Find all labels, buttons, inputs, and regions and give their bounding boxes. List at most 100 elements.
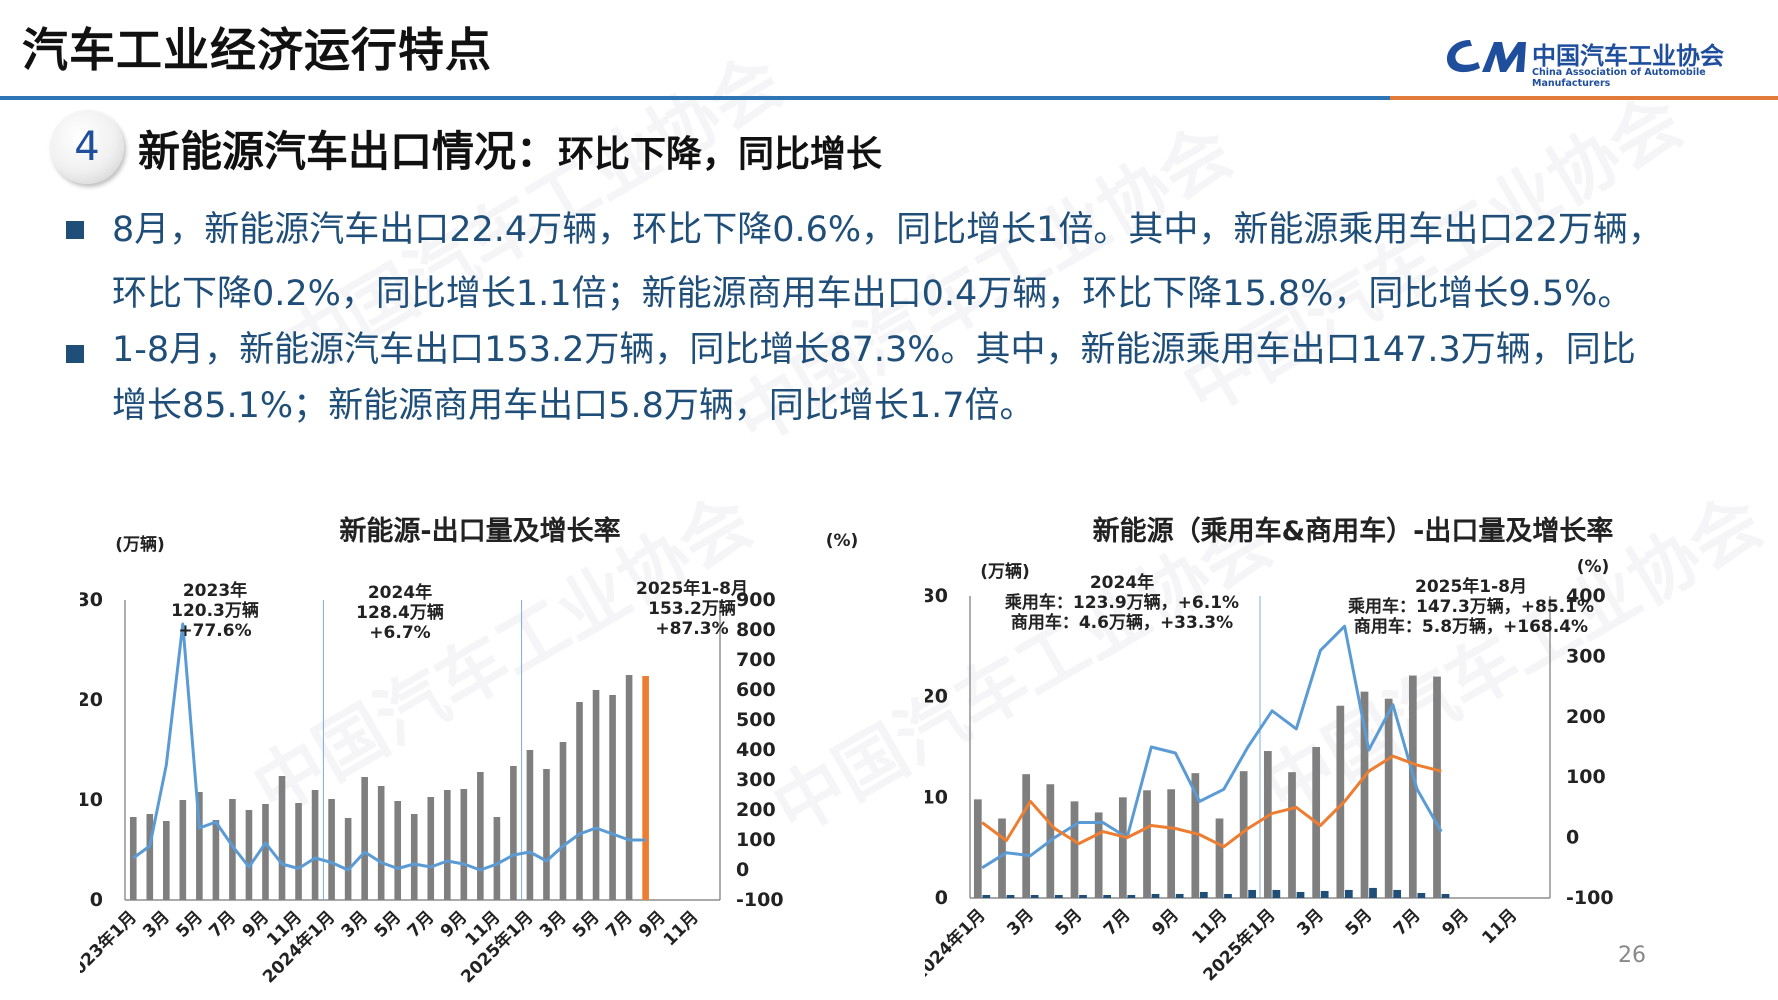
y-unit-right: (%): [826, 531, 859, 551]
bullet-line: 环比下降0.2%，同比增长1.1倍；新能源商用车出口0.4万辆，环比下降15.8…: [112, 274, 1633, 314]
bar: [1070, 801, 1079, 898]
x-tick: 11月: [660, 907, 703, 950]
bar: [526, 750, 534, 900]
y-tick-right: 400: [736, 739, 776, 761]
header-divider: [0, 96, 1778, 100]
bar: [1360, 691, 1369, 898]
annotation-line: 2023年: [183, 580, 247, 601]
bar: [460, 789, 468, 900]
chart-title: 新能源-出口量及增长率: [339, 515, 620, 547]
growth-line: [981, 624, 1443, 870]
y-tick-right: 200: [1566, 706, 1606, 728]
bar: [1224, 893, 1232, 898]
bar: [212, 820, 220, 900]
section-subtitle: 环比下降，同比增长: [558, 134, 883, 175]
bar: [1054, 894, 1063, 898]
bar: [1118, 797, 1127, 898]
bullet-line: 8月，新能源汽车出口22.4万辆，环比下降0.6%，同比增长1倍。其中，新能源乘…: [112, 210, 1663, 250]
page-title: 汽车工业经济运行特点: [22, 23, 492, 77]
bar: [146, 814, 154, 900]
bar: [1006, 894, 1015, 898]
bar: [262, 804, 269, 900]
y-tick-right: 0: [736, 859, 749, 881]
bullet-line: 增长85.1%；新能源商用车出口5.8万辆，同比增长1.7倍。: [112, 386, 1035, 426]
y-unit-left: (万辆): [115, 534, 165, 555]
bar: [427, 797, 435, 900]
bar: [1441, 893, 1450, 898]
x-tick: 11月: [1478, 905, 1521, 948]
x-tick: 3月: [338, 907, 373, 942]
bar: [196, 792, 203, 900]
logo-text-cn: 中国汽车工业协会: [1532, 42, 1724, 70]
x-tick: 5月: [569, 907, 604, 942]
bar: [1320, 890, 1329, 898]
annotation-line: 120.3万辆: [171, 600, 259, 621]
bar: [1248, 889, 1257, 898]
bar: [344, 818, 352, 900]
bar: [592, 690, 600, 900]
annotation-line: 商用车：4.6万辆，+33.3%: [1011, 612, 1233, 633]
x-tick: 2024年1月: [925, 905, 990, 986]
x-tick: 7月: [404, 907, 439, 942]
bar: [477, 772, 484, 900]
bar: [1103, 894, 1112, 898]
y-tick-right: 300: [1566, 645, 1606, 667]
bar: [1079, 894, 1087, 898]
header-divider-accent: [1390, 96, 1778, 100]
bar: [1336, 705, 1345, 898]
y-tick-right: 200: [736, 799, 776, 821]
x-tick: 3月: [1293, 905, 1328, 940]
bar: [1151, 893, 1160, 898]
y-tick-left: 20: [80, 689, 103, 711]
bar: [1408, 675, 1417, 898]
bar: [1369, 887, 1377, 898]
x-tick: 11月: [1188, 905, 1231, 948]
annotation-line: 153.2万辆: [648, 598, 736, 619]
bar: [1393, 889, 1402, 898]
bullet-text: 1-8月，新能源汽车出口153.2万辆，同比增长87.3%。其中，新能源乘用车出…: [112, 322, 1742, 434]
y-tick-left: 30: [925, 585, 948, 607]
annotation-line: 2024年: [1090, 572, 1154, 593]
bar: [1175, 893, 1184, 898]
y-tick-left: 0: [90, 889, 103, 911]
annotation-line: +87.3%: [655, 619, 728, 639]
chart-title: 新能源（乘用车&商用车）-出口量及增长率: [1093, 515, 1614, 547]
bar: [1143, 790, 1151, 898]
bar: [1167, 789, 1176, 898]
x-tick: 3月: [139, 907, 174, 942]
bar: [311, 790, 319, 900]
bar: [1288, 772, 1296, 898]
x-tick: 3月: [536, 907, 571, 942]
y-tick-right: -100: [736, 889, 784, 911]
y-tick-left: 30: [80, 589, 103, 611]
y-unit-left: (万辆): [980, 561, 1030, 582]
bar: [377, 786, 385, 900]
x-tick: 5月: [371, 907, 406, 942]
bar: [1344, 889, 1353, 898]
x-tick: 5月: [1342, 905, 1377, 940]
y-tick-right: 600: [736, 679, 776, 701]
x-tick: 5月: [172, 907, 207, 942]
bar: [1199, 891, 1208, 898]
y-tick-right: 400: [1566, 585, 1606, 607]
y-tick-right: 300: [736, 769, 776, 791]
bar: [493, 817, 501, 900]
y-tick-right: 800: [736, 619, 776, 641]
y-tick-left: 10: [80, 789, 103, 811]
growth-line: [132, 622, 646, 872]
x-tick: 7月: [205, 907, 240, 942]
bar: [973, 799, 982, 898]
bar: [642, 676, 649, 900]
annotation-line: 128.4万辆: [356, 602, 444, 623]
bar: [543, 769, 550, 900]
chart-nev-passenger-commercial-export: 新能源（乘用车&商用车）-出口量及增长率 (万辆) (%) 0 10 20 30 -10…: [925, 515, 1614, 986]
y-tick-left: 20: [925, 686, 948, 708]
bar: [1272, 889, 1281, 898]
annotation-line: +77.6%: [178, 621, 251, 641]
bar: [1127, 894, 1136, 898]
caam-logo-icon: [1446, 40, 1526, 73]
bar: [1239, 771, 1248, 898]
bar: [129, 817, 137, 900]
x-tick: 9月: [1438, 905, 1473, 940]
bar: [394, 801, 402, 900]
